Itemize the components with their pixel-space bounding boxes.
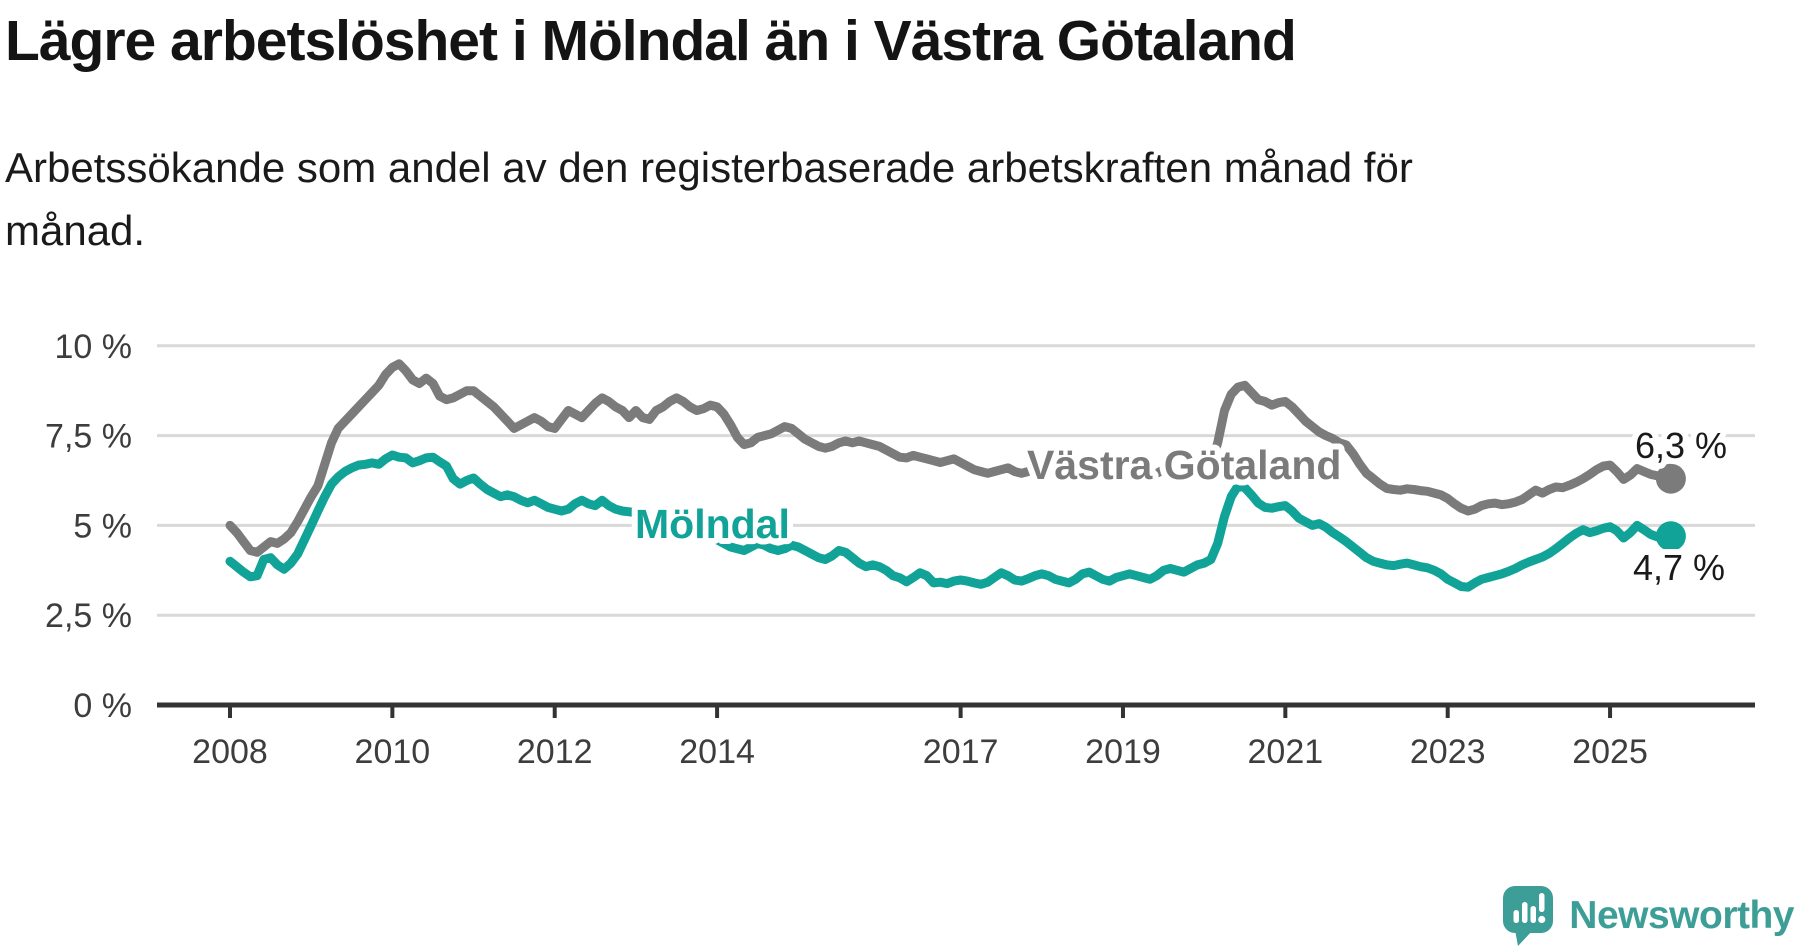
x-tick-label-2008: 2008 [192, 733, 268, 771]
page-title: Lägre arbetslöshet i Mölndal än i Västra… [5, 9, 1297, 73]
series-label-vastra-gotaland-halo: Västra Götaland [1027, 442, 1341, 488]
end-label-vastra-gotaland-halo: 6,3 % [1635, 425, 1727, 466]
x-tick-label-2019: 2019 [1085, 733, 1161, 771]
series-label-molndal: Mölndal [635, 501, 790, 547]
series-lines [225, 359, 1686, 592]
end-dot-molndal [1655, 521, 1686, 552]
newsworthy-logo: Newsworthy [1503, 886, 1794, 946]
y-tick-label-2.5: 2,5 % [45, 597, 132, 635]
gridlines [157, 344, 1755, 617]
series-label-molndal-halo: Mölndal [635, 501, 790, 547]
series-line-molndal [225, 450, 1676, 592]
end-dot-vastra-gotaland [1655, 463, 1686, 494]
logo-bars-icon [1513, 893, 1546, 924]
x-tick-label-2021: 2021 [1248, 733, 1324, 771]
y-tick-label-0: 0 % [73, 687, 132, 725]
x-tick-label-2010: 2010 [355, 733, 431, 771]
x-tick-label-2014: 2014 [679, 733, 755, 771]
x-tick-label-2012: 2012 [517, 733, 593, 771]
x-tick-label-2017: 2017 [923, 733, 999, 771]
y-tick-label-10: 10 % [55, 328, 133, 366]
newsworthy-logo-text: Newsworthy [1569, 894, 1794, 937]
y-axis-labels: 0 % 2,5 % 5 % 7,5 % 10 % [45, 328, 132, 725]
end-label-molndal-halo: 4,7 % [1633, 547, 1725, 588]
end-label-molndal: 4,7 % [1633, 547, 1725, 588]
y-tick-label-7.5: 7,5 % [45, 418, 132, 456]
series-line-vastra-gotaland [225, 359, 1676, 557]
x-axis [157, 702, 1755, 718]
y-tick-label-5: 5 % [73, 507, 132, 545]
x-axis-labels: 2008 2010 2012 2014 2017 2019 2021 2023 2025 [192, 733, 1648, 771]
x-tick-label-2023: 2023 [1410, 733, 1486, 771]
page-subtitle: Arbetssökande som andel av den registerb… [5, 144, 1413, 254]
newsworthy-logo-icon [1503, 886, 1554, 946]
series-label-vastra-gotaland: Västra Götaland [1027, 442, 1341, 488]
x-tick-label-2025: 2025 [1572, 733, 1648, 771]
end-label-vastra-gotaland: 6,3 % [1635, 425, 1727, 466]
